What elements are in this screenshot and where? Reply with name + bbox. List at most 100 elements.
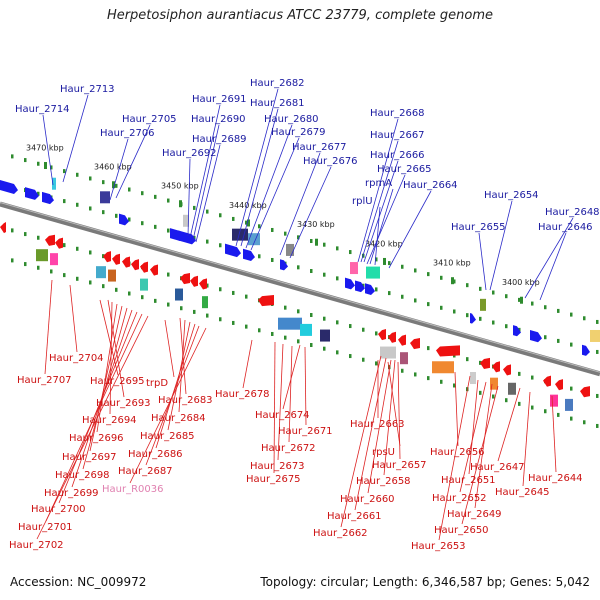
tick-mark — [167, 228, 170, 233]
reverse-gene-label: Haur_2696 — [69, 433, 124, 444]
reverse-leader-line — [387, 361, 401, 447]
tick-mark — [258, 224, 261, 229]
tick-mark — [297, 339, 300, 344]
major-tick — [112, 181, 115, 189]
forward-domain-block — [480, 298, 486, 311]
tick-label: 3450 kbp — [161, 182, 199, 191]
reverse-gene-arrow — [258, 295, 274, 307]
tick-mark — [427, 376, 430, 381]
tick-mark — [583, 420, 586, 425]
reverse-gene-label: Haur_2671 — [278, 426, 333, 437]
tick-mark — [37, 235, 40, 240]
forward-gene-label: Haur_2713 — [60, 84, 115, 95]
reverse-leader-line — [454, 371, 459, 447]
tick-mark — [349, 250, 352, 255]
reverse-gene-label: rpsU — [372, 447, 395, 458]
tick-mark — [24, 158, 27, 163]
tick-mark — [440, 305, 443, 310]
forward-gene-arrow — [119, 213, 129, 226]
tick-mark — [219, 243, 222, 248]
reverse-gene-label: Haur_2702 — [9, 540, 64, 551]
tick-mark — [11, 258, 14, 263]
forward-gene-label: Haur_2646 — [538, 222, 593, 233]
forward-leader-line — [235, 88, 279, 247]
tick-mark — [167, 272, 170, 277]
forward-gene-label: Haur_2677 — [292, 142, 347, 153]
gene-layer — [0, 177, 600, 411]
reverse-leader-line — [44, 279, 53, 375]
reverse-gene-label: Haur_2704 — [49, 353, 104, 364]
backbone-line — [0, 201, 600, 377]
tick-mark — [232, 216, 235, 221]
forward-leader-line — [363, 160, 399, 263]
tick-mark — [427, 272, 430, 277]
tick-mark — [193, 205, 196, 210]
tick-mark — [63, 243, 66, 248]
tick-mark — [219, 317, 222, 322]
reverse-gene-label: Haur_2683 — [158, 395, 213, 406]
reverse-leader-line — [304, 346, 307, 426]
forward-gene-label: Haur_2664 — [403, 180, 458, 191]
reverse-gene-arrow — [112, 253, 120, 265]
reverse-leader-line — [89, 305, 123, 452]
reverse-gene-label: Haur_2700 — [31, 504, 86, 515]
tick-mark — [37, 265, 40, 270]
tick-mark — [414, 298, 417, 303]
reverse-leader-line — [340, 355, 382, 528]
reverse-domain-block — [565, 398, 573, 411]
reverse-leader-line — [99, 299, 119, 376]
tick-mark — [167, 302, 170, 307]
tick-mark — [128, 291, 131, 296]
tick-mark — [76, 172, 79, 177]
forward-leader-line — [245, 124, 293, 249]
tick-mark — [271, 257, 274, 262]
reverse-gene-label: Haur_2695 — [90, 376, 145, 387]
reverse-leader-line — [354, 357, 387, 511]
forward-leader-line — [115, 124, 151, 199]
reverse-leader-line — [277, 343, 284, 461]
forward-gene-arrow — [355, 280, 365, 293]
tick-mark — [37, 191, 40, 196]
tick-mark — [76, 202, 79, 207]
tick-mark — [297, 265, 300, 270]
forward-domain-block — [232, 228, 248, 241]
tick-mark — [63, 199, 66, 204]
reverse-gene-arrow — [45, 234, 55, 246]
forward-gene-label: Haur_2691 — [192, 94, 247, 105]
forward-gene-label: Haur_2714 — [15, 104, 70, 115]
forward-gene-arrow — [25, 187, 39, 200]
tick-mark — [310, 313, 313, 318]
tick-label: 3420 kbp — [365, 239, 403, 248]
reverse-gene-label: Haur_2685 — [140, 431, 195, 442]
reverse-gene-arrow — [480, 357, 490, 369]
forward-gene-arrow — [470, 313, 476, 324]
reverse-gene-arrow — [103, 251, 111, 263]
forward-gene-label: Haur_2679 — [271, 127, 326, 138]
forward-leader-line — [195, 144, 221, 243]
tick-mark — [141, 191, 144, 196]
forward-gene-label: Haur_2665 — [377, 164, 432, 175]
reverse-gene-label: Haur_2650 — [434, 525, 489, 536]
tick-mark — [206, 209, 209, 214]
forward-leader-line — [189, 104, 221, 239]
reverse-gene-label: Haur_2672 — [261, 443, 316, 454]
tick-mark — [492, 320, 495, 325]
forward-leader-line — [279, 152, 321, 256]
tick-mark — [492, 290, 495, 295]
tick-mark — [50, 165, 53, 170]
tick-mark — [388, 261, 391, 266]
reverse-domain-block — [278, 317, 302, 330]
forward-gene-label: Haur_2667 — [370, 130, 425, 141]
tick-mark — [427, 302, 430, 307]
tick-mark — [102, 180, 105, 185]
forward-domain-block — [100, 191, 110, 204]
reverse-gene-label: Haur_2707 — [17, 375, 72, 386]
tick-mark — [414, 268, 417, 273]
tick-mark — [245, 294, 248, 299]
major-tick — [383, 257, 386, 265]
tick-mark — [232, 290, 235, 295]
tick-mark — [336, 320, 339, 325]
reverse-gene-label: Haur_2694 — [82, 415, 137, 426]
reverse-domain-block — [508, 382, 516, 395]
